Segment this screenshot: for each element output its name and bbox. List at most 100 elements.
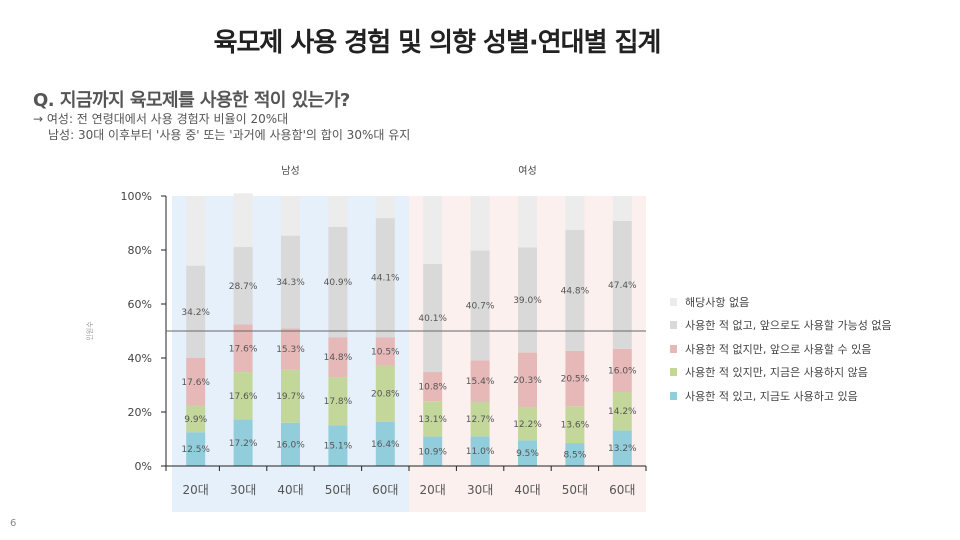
bar-segment bbox=[281, 235, 300, 329]
bar-segment bbox=[423, 263, 443, 373]
data-label: 10.5% bbox=[371, 347, 400, 357]
data-label: 15.1% bbox=[324, 442, 353, 452]
note-male: 남성: 30대 이후부터 '사용 중' 또는 '과거에 사용함'의 합이 30%… bbox=[48, 128, 411, 142]
legend-swatch bbox=[670, 368, 677, 377]
data-label: 12.7% bbox=[466, 415, 495, 425]
legend-swatch bbox=[670, 297, 677, 306]
bar-segment bbox=[423, 196, 443, 264]
bar-segment bbox=[565, 230, 585, 351]
bar-segment bbox=[281, 369, 300, 423]
data-label: 10.9% bbox=[418, 447, 447, 457]
bar-segment bbox=[328, 196, 348, 227]
legend-item: 사용한 적 있지만, 지금은 사용하지 않음 bbox=[670, 361, 892, 385]
x-tick-label: 40대 bbox=[514, 483, 540, 497]
data-label: 11.0% bbox=[466, 447, 495, 457]
data-label: 40.1% bbox=[418, 314, 447, 324]
data-label: 13.2% bbox=[608, 444, 637, 454]
data-label: 16.0% bbox=[608, 366, 637, 376]
data-label: 34.3% bbox=[276, 278, 305, 288]
bar-segment bbox=[612, 392, 632, 431]
bar-segment bbox=[470, 196, 490, 251]
data-label: 13.6% bbox=[561, 421, 590, 431]
bar-segment bbox=[518, 196, 537, 248]
data-label: 9.5% bbox=[516, 449, 539, 459]
x-tick-label: 20대 bbox=[183, 483, 209, 497]
bar-segment bbox=[281, 422, 300, 466]
bar-segment bbox=[470, 436, 490, 466]
data-label: 12.5% bbox=[181, 445, 210, 455]
data-label: 44.8% bbox=[561, 287, 590, 297]
data-label: 17.6% bbox=[181, 378, 210, 388]
x-tick-label: 30대 bbox=[467, 483, 493, 497]
legend-label: 사용한 적 없지만, 앞으로 사용할 수 있음 bbox=[685, 342, 872, 356]
data-label: 39.0% bbox=[513, 296, 542, 306]
data-label: 8.5% bbox=[563, 451, 586, 461]
bar-segment bbox=[233, 324, 253, 373]
data-label: 15.4% bbox=[466, 377, 495, 387]
y-axis-label: 인원수 bbox=[85, 321, 94, 341]
page-title: 육모제 사용 경험 및 의향 성별·연대별 집계 bbox=[213, 28, 662, 58]
x-tick-label: 40대 bbox=[277, 483, 303, 497]
bar-segment bbox=[518, 352, 537, 408]
legend-swatch bbox=[670, 391, 677, 400]
bar-segment bbox=[281, 328, 300, 370]
bar-segment bbox=[186, 358, 206, 406]
data-label: 16.4% bbox=[371, 440, 400, 450]
y-tick-label: 60% bbox=[128, 298, 152, 311]
bar-segment bbox=[375, 337, 395, 366]
bar-segment bbox=[565, 350, 585, 407]
bar-segment bbox=[518, 407, 537, 441]
x-tick-label: 60대 bbox=[609, 483, 635, 497]
data-label: 20.3% bbox=[513, 376, 542, 386]
legend-item: 사용한 적 없고, 앞으로도 사용할 가능성 없음 bbox=[670, 314, 892, 338]
x-tick-label: 30대 bbox=[230, 483, 256, 497]
bar-segment bbox=[518, 440, 537, 466]
data-label: 47.4% bbox=[608, 281, 637, 291]
note-female: → 여성: 전 연령대에서 사용 경험자 비율이 20%대 bbox=[33, 112, 289, 126]
bar-segment bbox=[470, 250, 490, 361]
data-label: 20.5% bbox=[561, 375, 590, 385]
data-label: 40.9% bbox=[324, 278, 353, 288]
bar-segment bbox=[186, 432, 206, 466]
bar-segment bbox=[328, 337, 348, 378]
data-label: 14.8% bbox=[324, 353, 353, 363]
bar-segment bbox=[281, 196, 300, 236]
legend-swatch bbox=[670, 344, 677, 353]
legend-swatch bbox=[670, 321, 677, 330]
bar-segment bbox=[612, 196, 632, 221]
group-label: 남성 bbox=[281, 165, 299, 177]
page-number: 6 bbox=[10, 518, 17, 529]
bar-segment bbox=[565, 443, 585, 466]
data-label: 12.2% bbox=[513, 420, 542, 430]
bar-segment bbox=[186, 405, 206, 433]
legend-item: 사용한 적 없지만, 앞으로 사용할 수 있음 bbox=[670, 337, 892, 361]
bar-segment bbox=[375, 218, 395, 338]
bar-segment bbox=[470, 402, 490, 437]
data-label: 17.6% bbox=[229, 392, 258, 402]
data-label: 16.0% bbox=[276, 440, 305, 450]
y-tick-label: 80% bbox=[128, 244, 152, 257]
legend-item: 사용한 적 있고, 지금도 사용하고 있음 bbox=[670, 384, 892, 408]
data-label: 13.1% bbox=[418, 415, 447, 425]
bar-segment bbox=[328, 226, 348, 338]
data-label: 40.7% bbox=[466, 301, 495, 311]
bar-segment bbox=[328, 377, 348, 426]
y-tick-label: 100% bbox=[121, 190, 152, 203]
x-tick-label: 60대 bbox=[372, 483, 398, 497]
bar-segment bbox=[186, 196, 206, 266]
data-label: 17.2% bbox=[229, 439, 258, 449]
bar-segment bbox=[375, 365, 395, 422]
data-label: 14.2% bbox=[608, 407, 637, 417]
data-label: 17.8% bbox=[324, 397, 353, 407]
bar-segment bbox=[565, 406, 585, 444]
bar-segment bbox=[328, 425, 348, 466]
data-label: 44.1% bbox=[371, 274, 400, 284]
bar-segment bbox=[186, 265, 206, 358]
legend-item: 해당사항 없음 bbox=[670, 290, 892, 314]
data-label: 15.3% bbox=[276, 345, 305, 355]
bar-segment bbox=[233, 372, 253, 420]
bar-segment bbox=[612, 348, 632, 393]
bar-segment bbox=[612, 220, 632, 349]
